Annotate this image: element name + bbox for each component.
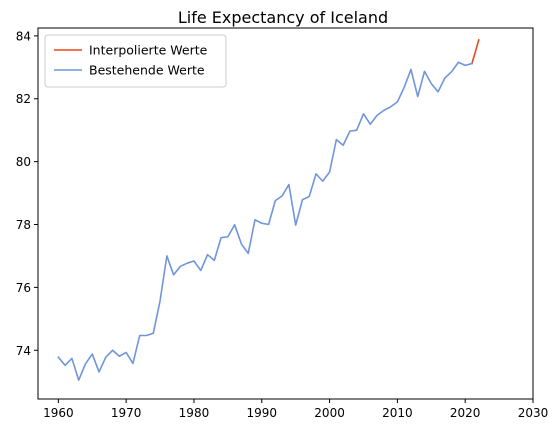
series-layer [57,38,480,381]
x-tick-label: 1990 [246,406,277,420]
chart-title: Life Expectancy of Iceland [178,8,388,27]
series-line-existing [57,61,473,381]
x-tick-label: 2000 [314,406,345,420]
y-tick-label: 78 [16,218,31,232]
legend: Interpolierte Werte Bestehende Werte [44,34,227,88]
legend-label: Interpolierte Werte [89,43,208,58]
y-tick-label: 80 [16,155,31,169]
x-tick-label: 2010 [382,406,413,420]
y-tick-label: 82 [16,92,31,106]
x-tick-label: 2020 [450,406,481,420]
y-axis: 74 76 78 80 82 84 [16,29,38,358]
x-tick-label: 1960 [43,406,74,420]
x-tick-label: 1970 [111,406,142,420]
legend-box [44,34,227,88]
y-tick-label: 84 [16,29,31,43]
x-axis: 1960 1970 1980 1990 2000 2010 2020 2030 [43,399,548,420]
x-tick-label: 2030 [518,406,549,420]
y-tick-label: 76 [16,281,31,295]
legend-label: Bestehende Werte [89,63,205,78]
x-tick-label: 1980 [179,406,210,420]
y-tick-label: 74 [16,344,31,358]
series-line-interpolated [470,38,480,65]
plot-area-frame [37,27,534,400]
